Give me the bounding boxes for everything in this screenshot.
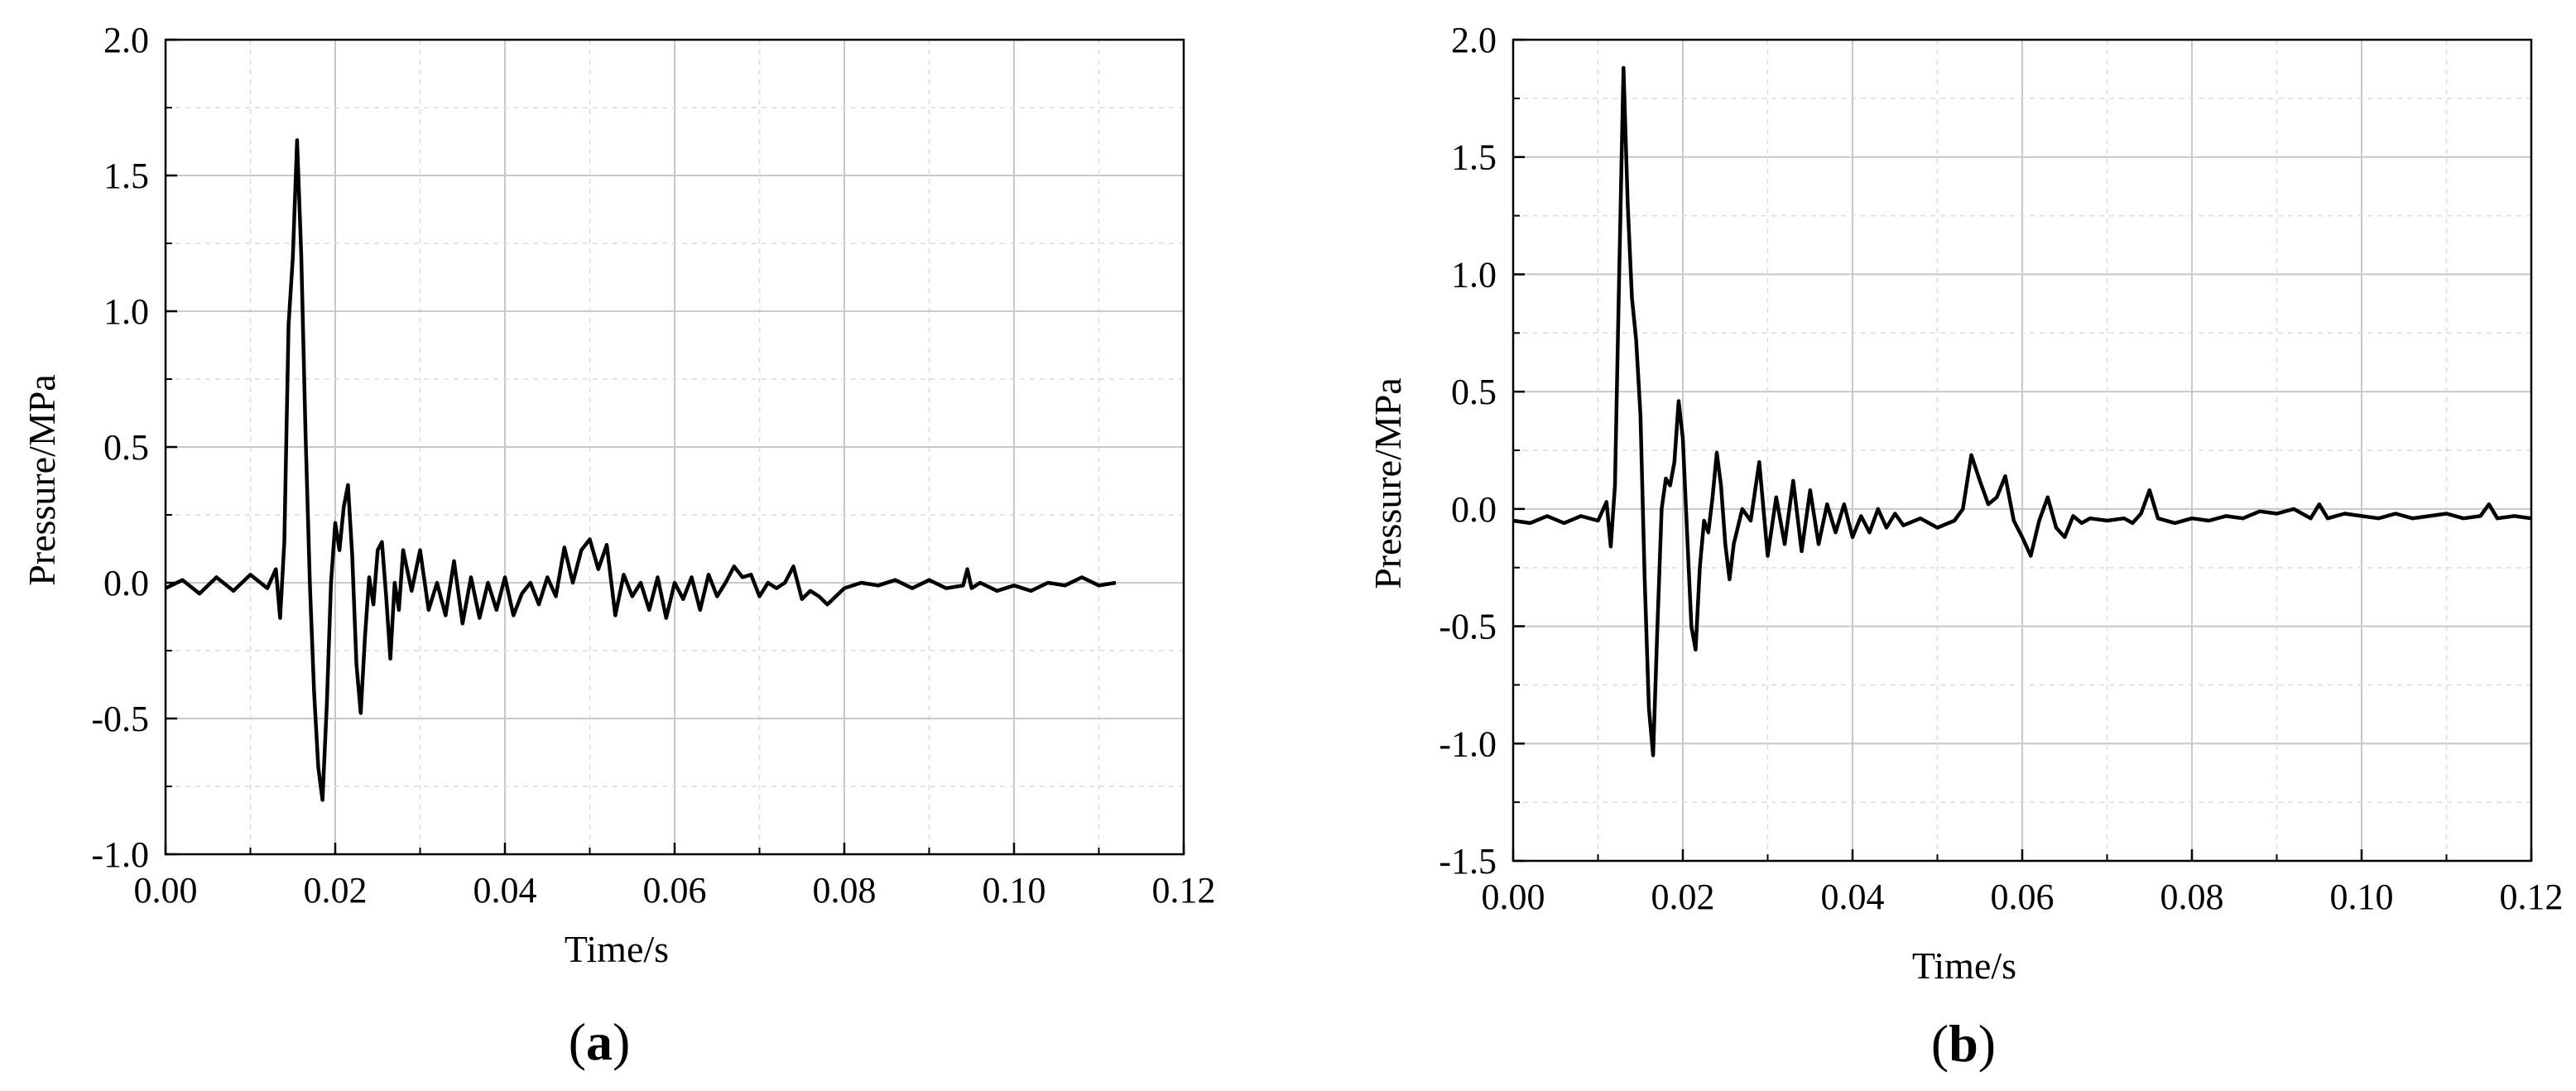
axes-b: 0.00 0.02 0.04 0.06 0.08 0.10 0.12 -1.5 -1.0 -0.5… <box>1439 20 2563 917</box>
x-tick-label-b: 0.06 <box>1991 877 2055 917</box>
y-tick-label-b: 0.0 <box>1451 489 1497 530</box>
y-tick-label-a: 0.5 <box>103 427 149 468</box>
x-axis-title-a: Time/s <box>565 928 669 970</box>
x-tick-label-a: 0.00 <box>134 870 198 911</box>
x-tick-label-b: 0.02 <box>1651 877 1715 917</box>
chart-panel-a: 0.00 0.02 0.04 0.06 0.08 0.10 0.12 -1.0 -0.5 0.0 0… <box>21 20 1216 1071</box>
y-tick-label-b: 0.5 <box>1451 372 1497 412</box>
y-tick-label-a: 2.0 <box>103 20 149 60</box>
y-axis-title-a: Pressure/MPa <box>21 374 63 586</box>
panel-label-letter-a: a <box>586 1012 613 1071</box>
y-tick-label-b: -0.5 <box>1439 607 1497 647</box>
y-tick-label-b: 2.0 <box>1451 20 1497 60</box>
series-line-b <box>1512 65 2532 757</box>
x-tick-label-a: 0.10 <box>983 870 1046 911</box>
chart-panel-b: 0.00 0.02 0.04 0.06 0.08 0.10 0.12 -1.5 -1.0 -0.5… <box>1367 20 2564 1073</box>
y-tick-label-a: 1.0 <box>103 291 149 332</box>
y-tick-label-a: 0.0 <box>103 563 149 603</box>
panel-label-a: (a) <box>569 1012 631 1071</box>
x-tick-label-a: 0.08 <box>813 870 877 911</box>
y-tick-label-b: -1.0 <box>1439 723 1497 764</box>
grid-lines-b <box>1513 40 2531 861</box>
y-tick-label-b: 1.0 <box>1451 254 1497 295</box>
x-tick-label-b: 0.04 <box>1821 877 1885 917</box>
x-tick-label-a: 0.06 <box>643 870 707 911</box>
series-line-a <box>165 138 1117 802</box>
x-axis-title-b: Time/s <box>1912 944 2016 987</box>
y-tick-label-a: -0.5 <box>91 699 149 739</box>
x-tick-label-a: 0.04 <box>473 870 537 911</box>
y-tick-label-b: -1.5 <box>1439 841 1497 882</box>
x-tick-label-b: 0.08 <box>2160 877 2224 917</box>
x-tick-label-a: 0.02 <box>304 870 368 911</box>
series-group-a <box>165 138 1117 802</box>
x-tick-label-b: 0.12 <box>2500 877 2564 917</box>
x-tick-label-b: 0.00 <box>1482 877 1545 917</box>
grid-lines-a <box>166 40 1184 854</box>
panel-label-letter-b: b <box>1949 1014 1978 1073</box>
y-tick-label-b: 1.5 <box>1451 137 1497 178</box>
x-tick-label-a: 0.12 <box>1152 870 1216 911</box>
x-tick-label-b: 0.10 <box>2330 877 2394 917</box>
series-group-b <box>1512 65 2532 757</box>
y-axis-title-b: Pressure/MPa <box>1367 377 1409 589</box>
y-tick-label-a: 1.5 <box>103 156 149 196</box>
axes-a: 0.00 0.02 0.04 0.06 0.08 0.10 0.12 -1.0 -0.5 0.0 0… <box>91 20 1215 911</box>
panel-label-b: (b) <box>1931 1014 1996 1073</box>
y-tick-label-a: -1.0 <box>91 834 149 875</box>
